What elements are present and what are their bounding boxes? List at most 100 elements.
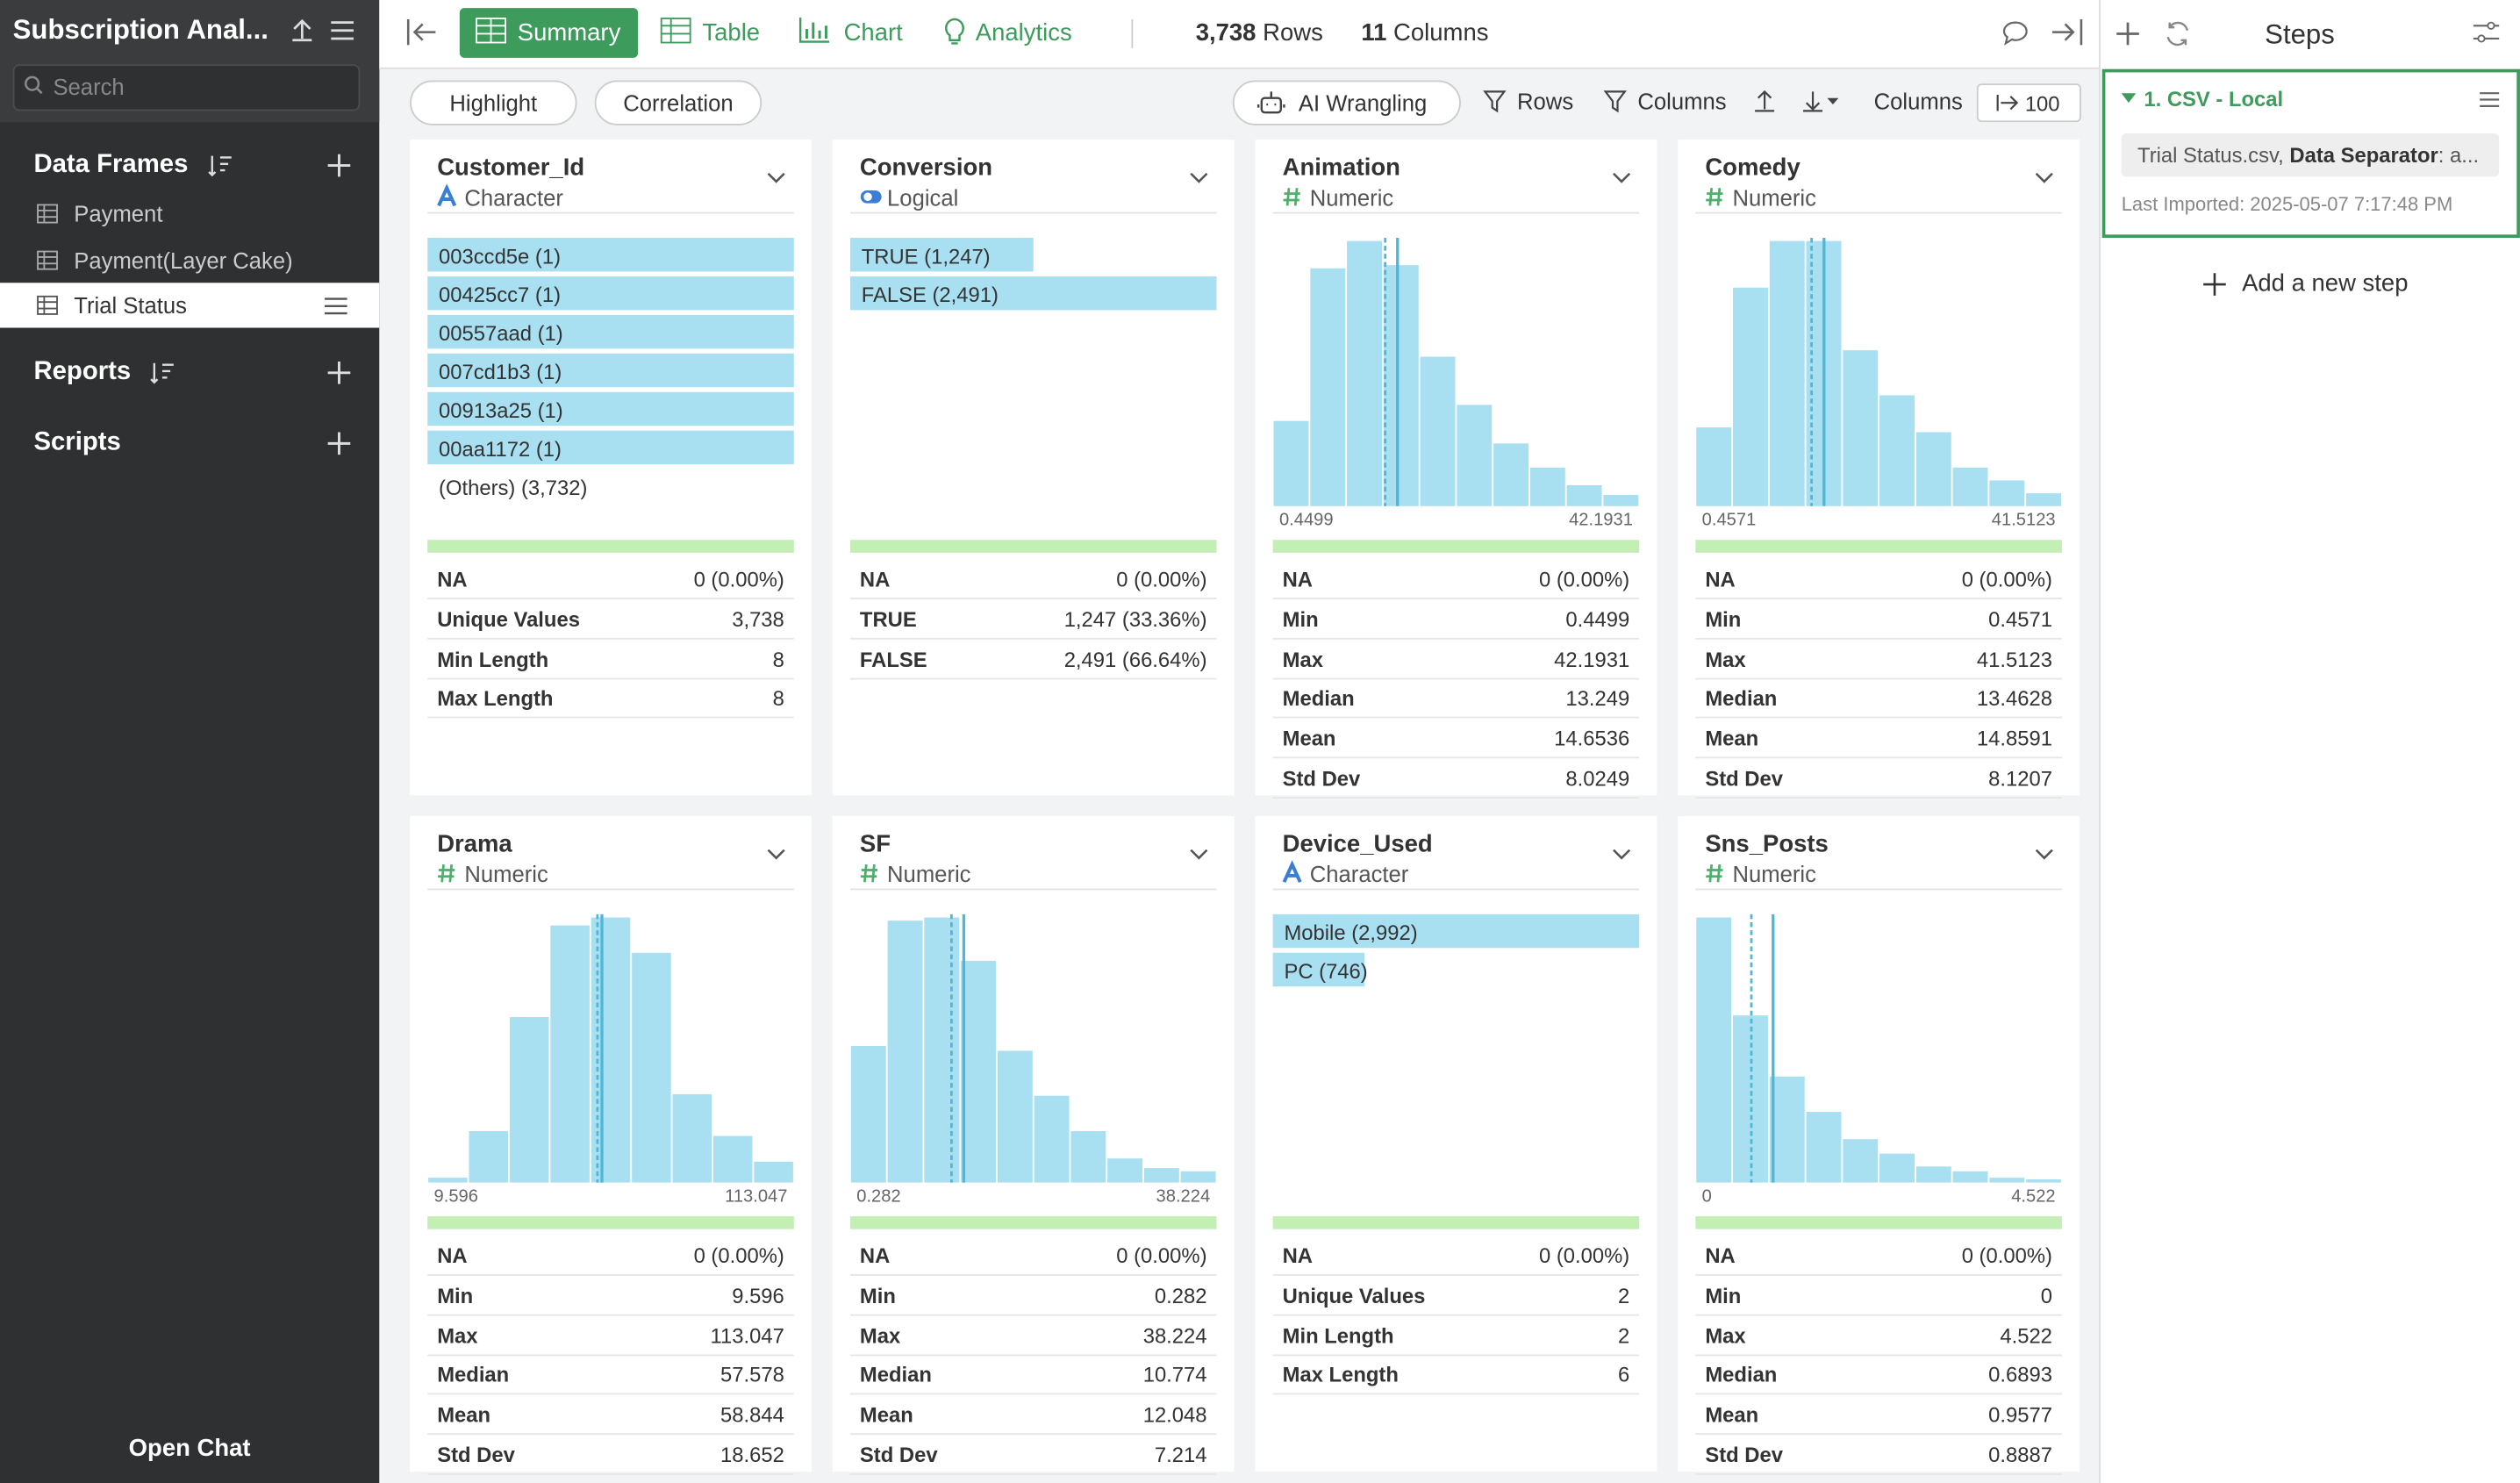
stat-value: 13.249 xyxy=(1565,686,1630,712)
search-box[interactable] xyxy=(12,64,361,111)
upload-icon[interactable] xyxy=(291,18,314,42)
separator xyxy=(1131,18,1134,48)
stat-row: Std Dev 7.214 xyxy=(849,1435,1217,1475)
add-icon[interactable] xyxy=(327,361,351,384)
stat-label: Max xyxy=(437,1323,478,1348)
histogram-bar xyxy=(509,1017,549,1183)
stat-row: Mean 14.8591 xyxy=(1695,719,2062,759)
step-menu-icon[interactable] xyxy=(2480,91,2500,107)
histogram-bar xyxy=(591,917,631,1183)
ai-wrangling-button[interactable]: AI Wrangling xyxy=(1232,80,1461,125)
header-divider xyxy=(427,888,794,891)
highlight-button[interactable]: Highlight xyxy=(410,80,577,125)
stat-row: Std Dev 8.1207 xyxy=(1695,758,2062,799)
column-card: Customer_Id Character 003ccd5e (1) 00425cc7… xyxy=(410,140,812,796)
histogram-bar xyxy=(1566,484,1602,506)
tab[interactable]: Chart xyxy=(843,18,903,47)
stat-row: Std Dev 18.652 xyxy=(427,1435,794,1475)
column-card: Conversion Logical TRUE (1,247) FALSE (2,49… xyxy=(832,140,1235,796)
collapse-icon[interactable] xyxy=(406,18,439,46)
stat-value: 113.047 xyxy=(710,1323,784,1348)
type-icon xyxy=(438,863,455,883)
button-label: Correlation xyxy=(623,90,734,116)
stat-label: FALSE xyxy=(859,647,927,671)
rows-filter[interactable]: Rows xyxy=(1517,88,1574,115)
histogram xyxy=(1696,913,2062,1183)
stat-row: Max 4.522 xyxy=(1695,1315,2062,1356)
add-icon[interactable] xyxy=(327,432,351,455)
stat-value: 8 xyxy=(772,647,784,671)
stat-row: Min 9.596 xyxy=(427,1275,794,1316)
stat-value: 2,491 (66.64%) xyxy=(1063,647,1207,671)
refresh-icon[interactable] xyxy=(2165,21,2190,47)
dropdown-icon[interactable] xyxy=(767,172,786,185)
data-frame-item[interactable]: Payment xyxy=(74,200,163,227)
stat-row: NA 0 (0.00%) xyxy=(427,559,794,599)
dropdown-icon[interactable] xyxy=(767,849,786,862)
columns-filter[interactable]: Columns xyxy=(1637,88,1727,115)
dropdown-icon[interactable] xyxy=(1189,172,1208,185)
search-placeholder: Search xyxy=(53,74,125,100)
dropdown-icon[interactable] xyxy=(2035,172,2054,185)
search-icon xyxy=(25,75,43,95)
dropdown-icon[interactable] xyxy=(1189,849,1208,862)
histogram-bar xyxy=(1143,1168,1179,1183)
project-title: Subscription Anal... xyxy=(12,14,268,46)
tab[interactable]: Analytics xyxy=(975,18,1072,47)
histogram xyxy=(1696,237,2062,506)
stat-value: 4.522 xyxy=(2000,1323,2052,1348)
data-frame-item[interactable]: Trial Status xyxy=(74,292,187,319)
dropdown-icon[interactable] xyxy=(1612,849,1631,862)
dropdown-icon[interactable] xyxy=(2035,849,2054,862)
comment-icon[interactable] xyxy=(2002,21,2028,46)
menu-icon[interactable] xyxy=(331,21,354,40)
filter-icon[interactable] xyxy=(1603,90,1627,113)
category-bar xyxy=(427,237,794,272)
open-chat[interactable]: Open Chat xyxy=(128,1435,251,1463)
stat-label: Median xyxy=(437,1363,510,1387)
expand-icon[interactable] xyxy=(2051,18,2083,46)
stat-label: Std Dev xyxy=(437,1443,515,1467)
stat-row: Min Length 2 xyxy=(1272,1315,1640,1356)
tab-icon xyxy=(945,18,964,45)
histogram-bar xyxy=(1989,1178,2025,1183)
stat-label: Max Length xyxy=(437,686,554,712)
stat-value: 0 (0.00%) xyxy=(1961,567,2052,591)
sort-icon[interactable] xyxy=(207,154,233,177)
histogram-bar xyxy=(1420,356,1456,506)
caret-icon[interactable] xyxy=(2121,93,2137,104)
correlation-button[interactable]: Correlation xyxy=(594,80,762,125)
stat-value: 41.5123 xyxy=(1976,647,2052,671)
data-frame-item[interactable]: Payment(Layer Cake) xyxy=(74,247,293,273)
table-icon xyxy=(37,249,58,269)
add-step[interactable]: Add a new step xyxy=(2242,269,2409,297)
sort-down-icon[interactable] xyxy=(1803,90,1845,113)
column-name: Customer_Id xyxy=(437,154,585,182)
tab[interactable]: Table xyxy=(702,18,761,47)
stat-row: Max 38.224 xyxy=(849,1315,1217,1356)
columns-count-label: Columns xyxy=(1873,88,1963,115)
rows-info: 3,738 Rows xyxy=(1196,19,1323,47)
add-icon[interactable] xyxy=(327,154,351,177)
settings-icon[interactable] xyxy=(2473,21,2500,44)
axis-min-label: 9.596 xyxy=(433,1187,478,1207)
sort-icon[interactable] xyxy=(149,362,175,384)
sort-up-icon[interactable] xyxy=(1755,90,1775,113)
column-card: Animation Numeric 0.4499 42.1931 NA 0 (0.00%)… xyxy=(1255,140,1657,799)
header-divider xyxy=(849,888,1217,891)
tab[interactable]: Summary xyxy=(517,18,621,47)
columns-count-input[interactable]: 100 xyxy=(1976,83,2081,123)
filter-icon[interactable] xyxy=(1483,90,1507,113)
add-step-icon[interactable] xyxy=(2116,22,2139,46)
histogram-bar xyxy=(1843,1139,1879,1183)
histogram-bar xyxy=(1843,350,1879,506)
histogram-bar xyxy=(997,1050,1033,1183)
stat-label: Std Dev xyxy=(1705,766,1783,791)
histogram-bar xyxy=(469,1131,509,1183)
column-type: Numeric xyxy=(1732,184,1816,211)
dropdown-icon[interactable] xyxy=(1612,172,1631,185)
histogram-bar xyxy=(550,925,590,1183)
row-menu-icon[interactable] xyxy=(324,297,347,315)
stat-row: Median 57.578 xyxy=(427,1355,794,1396)
